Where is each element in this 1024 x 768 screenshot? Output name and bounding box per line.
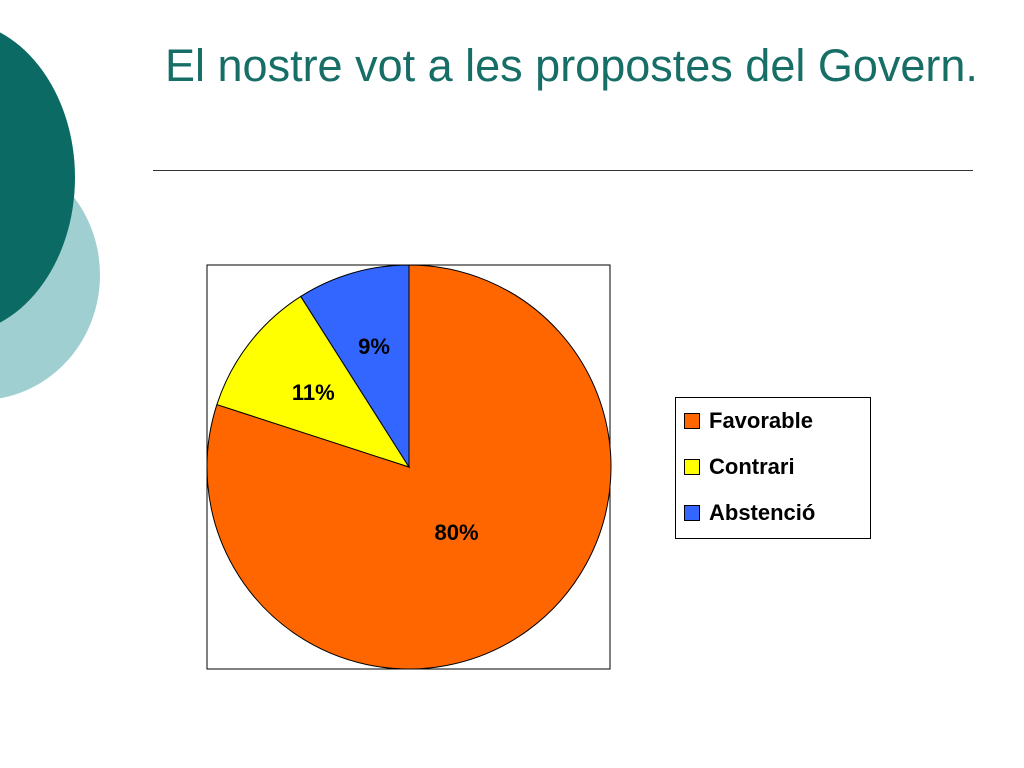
- pie-slice-abstencio: [300, 264, 410, 469]
- legend-swatch-abstencio: [684, 504, 700, 521]
- pie-slice-contrari: [216, 295, 411, 468]
- slide-title: El nostre vot a les propostes del Govern…: [165, 40, 978, 91]
- chart-legend: Favorable Contrari Abstenció: [675, 397, 871, 539]
- pie-label-contrari: 11%: [292, 380, 335, 405]
- legend-label-abstencio: Abstenció: [709, 499, 816, 525]
- title-divider: [153, 170, 973, 171]
- legend-swatch-favorable: [684, 412, 700, 429]
- legend-swatch-contrari: [684, 458, 700, 475]
- legend-label-favorable: Favorable: [709, 407, 813, 433]
- pie-label-favorable: 80%: [434, 520, 478, 545]
- legend-item-abstencio: Abstenció: [676, 499, 870, 525]
- legend-item-contrari: Contrari: [676, 453, 870, 479]
- pie-label-abstencio: 9%: [358, 334, 390, 359]
- legend-label-contrari: Contrari: [709, 453, 795, 479]
- legend-item-favorable: Favorable: [676, 407, 870, 433]
